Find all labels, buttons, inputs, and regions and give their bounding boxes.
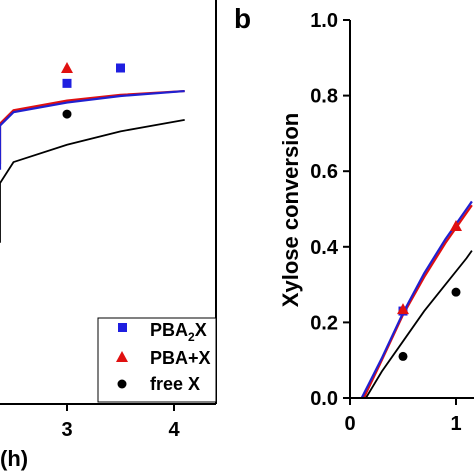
panel-a-fit-curve-2 xyxy=(0,118,185,243)
panel-b-fit-curve-2 xyxy=(365,250,473,399)
panel-b-label: b xyxy=(234,3,251,34)
panel-b-y-tick-label: 1.0 xyxy=(310,10,338,32)
panel-b-y-tick-label: 0.4 xyxy=(310,237,339,259)
panel-a-curves xyxy=(0,89,185,243)
panel-b-x-tick-label: 1 xyxy=(450,413,461,435)
panel-b-y-tick-label: 0.8 xyxy=(310,86,338,108)
panel-b-data-point-circle-0 xyxy=(398,351,408,361)
panel-a-fit-curve-0 xyxy=(0,89,185,164)
panel-b-data-point-triangle-1 xyxy=(450,220,462,232)
legend-marker-pbaplusx xyxy=(116,351,128,362)
panel-a-data-point-square-1 xyxy=(116,63,125,73)
panel-b-data-point-triangle-0 xyxy=(397,303,409,315)
panel-a-x-tick-label: 3 xyxy=(61,419,72,441)
panel-b: b Xylose conversion 0.0 0.2 0.4 0.6 0.8 1.0 0… xyxy=(234,3,474,435)
panel-a-x-axis-label: (h) xyxy=(0,446,28,471)
panel-a-data-point-square-0 xyxy=(62,78,72,88)
legend-label-freex: free X xyxy=(150,374,200,394)
legend-label-pbaplusx: PBA+X xyxy=(150,348,211,368)
panel-b-fit-curve-0 xyxy=(362,204,473,399)
panel-b-y-tick-label: 0.2 xyxy=(310,312,338,334)
panel-a-x-tick-label: 4 xyxy=(168,419,180,441)
legend-label-pba2x: PBA2X xyxy=(150,320,207,344)
panel-b-x-tick-label: 0 xyxy=(344,413,355,435)
panel-b-curves xyxy=(360,200,473,399)
panel-b-y-axis-label: Xylose conversion xyxy=(278,113,303,307)
panel-b-fit-curve-1 xyxy=(360,200,473,399)
panel-b-y-tick-label: 0.0 xyxy=(310,388,338,410)
panel-b-y-ticks: 0.0 0.2 0.4 0.6 0.8 1.0 xyxy=(310,10,350,410)
legend-marker-pba2x xyxy=(118,323,127,332)
panel-a-legend: PBA2X PBA+X free X xyxy=(97,317,217,403)
panel-b-data-point-circle-1 xyxy=(451,287,461,297)
panel-b-y-tick-label: 0.6 xyxy=(310,161,338,183)
panel-a-data-point-circle-0 xyxy=(62,109,72,119)
panel-a-data-point-triangle-0 xyxy=(61,62,73,73)
panel-a-points xyxy=(61,62,125,119)
panel-a-fit-curve-1 xyxy=(0,89,185,170)
legend-marker-freex xyxy=(117,379,127,389)
panel-b-points xyxy=(397,220,462,361)
